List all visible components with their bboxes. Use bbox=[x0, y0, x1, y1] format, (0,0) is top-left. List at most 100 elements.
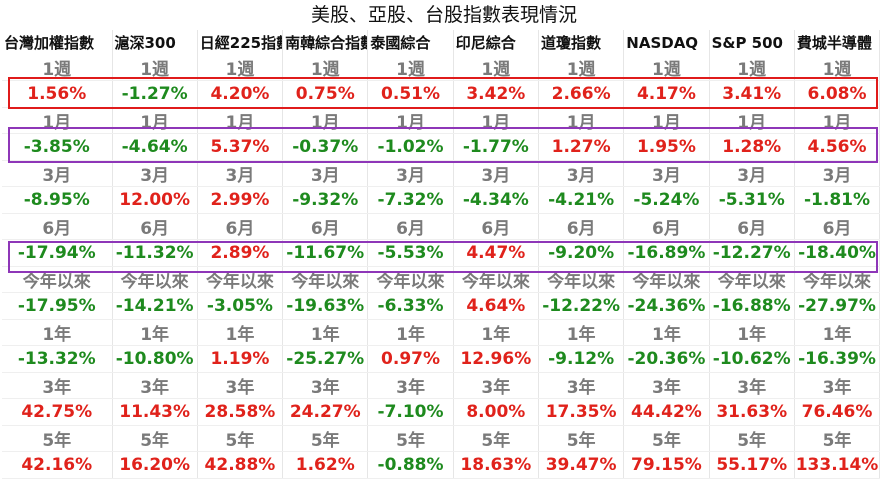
period-label: 6月 bbox=[2, 213, 113, 240]
value-cell: 44.42% bbox=[623, 398, 710, 426]
value-cell: 1.28% bbox=[709, 133, 795, 161]
period-label: 6月 bbox=[282, 213, 369, 240]
period-label: 1週 bbox=[282, 55, 369, 81]
value-cell: 76.46% bbox=[794, 398, 881, 426]
value-cell: 2.66% bbox=[538, 80, 625, 108]
period-label: 3月 bbox=[112, 160, 198, 187]
period-label: 今年以來 bbox=[709, 266, 795, 293]
period-label: 3月 bbox=[794, 160, 881, 187]
value-cell: 39.47% bbox=[538, 451, 625, 479]
period-label: 6月 bbox=[197, 213, 284, 240]
value-cell: 1.95% bbox=[623, 133, 710, 161]
value-row: -3.85% -4.64% 5.37% -0.37% -1.02% -1.77% 1.27%… bbox=[2, 133, 881, 161]
period-label: 1年 bbox=[282, 319, 369, 346]
value-cell: 42.75% bbox=[2, 398, 113, 426]
value-cell: -1.77% bbox=[453, 133, 539, 161]
column-header: 泰國綜合 bbox=[367, 30, 454, 55]
period-label: 1月 bbox=[197, 107, 284, 134]
period-label-row: 3月 3月 3月 3月 3月 3月 3月 3月 3月 3月 bbox=[2, 160, 881, 187]
table-body: 1週 1週 1週 1週 1週 1週 1週 1週 1週 1週 1.56% -1.27% 4.20% 0.75… bbox=[2, 55, 881, 479]
period-label: 1月 bbox=[794, 107, 881, 134]
value-cell: 0.51% bbox=[367, 80, 454, 108]
period-label: 3月 bbox=[623, 160, 710, 187]
value-cell: 4.20% bbox=[197, 80, 284, 108]
page-title: 美股、亞股、台股指數表現情況 bbox=[310, 4, 577, 26]
value-cell: -25.27% bbox=[282, 345, 369, 373]
period-label: 3年 bbox=[112, 372, 198, 399]
period-label: 5年 bbox=[112, 425, 198, 452]
value-cell: 18.63% bbox=[453, 451, 539, 479]
period-label: 1週 bbox=[2, 55, 113, 81]
period-label: 1週 bbox=[794, 55, 881, 81]
period-label-row: 6月 6月 6月 6月 6月 6月 6月 6月 6月 6月 bbox=[2, 213, 881, 240]
period-label: 1月 bbox=[538, 107, 625, 134]
value-cell: 1.62% bbox=[282, 451, 369, 479]
value-cell: -27.97% bbox=[794, 292, 881, 320]
value-cell: -11.67% bbox=[282, 239, 369, 267]
period-label: 6月 bbox=[367, 213, 454, 240]
period-label: 3年 bbox=[197, 372, 284, 399]
period-label: 5年 bbox=[197, 425, 284, 452]
period-label: 3月 bbox=[367, 160, 454, 187]
value-row: 42.16% 16.20% 42.88% 1.62% -0.88% 18.63% 39.47… bbox=[2, 451, 881, 479]
value-cell: -4.21% bbox=[538, 186, 625, 214]
value-cell: -17.95% bbox=[2, 292, 113, 320]
period-label: 3年 bbox=[794, 372, 881, 399]
value-cell: -1.81% bbox=[794, 186, 881, 214]
period-label: 1年 bbox=[367, 319, 454, 346]
value-cell: -5.53% bbox=[367, 239, 454, 267]
value-row: -8.95% 12.00% 2.99% -9.32% -7.32% -4.34% -4.21… bbox=[2, 186, 881, 214]
value-cell: -4.34% bbox=[453, 186, 539, 214]
value-cell: 24.27% bbox=[282, 398, 369, 426]
value-cell: -4.64% bbox=[112, 133, 198, 161]
value-cell: -9.32% bbox=[282, 186, 369, 214]
period-label: 今年以來 bbox=[282, 266, 369, 293]
period-label: 今年以來 bbox=[197, 266, 284, 293]
value-cell: -16.39% bbox=[794, 345, 881, 373]
period-label-row: 5年 5年 5年 5年 5年 5年 5年 5年 5年 5年 bbox=[2, 425, 881, 452]
value-cell: -5.24% bbox=[623, 186, 710, 214]
period-label: 3年 bbox=[709, 372, 795, 399]
period-label: 1週 bbox=[367, 55, 454, 81]
value-cell: 12.96% bbox=[453, 345, 539, 373]
value-cell: 1.56% bbox=[2, 80, 113, 108]
value-cell: 42.88% bbox=[197, 451, 284, 479]
period-label: 5年 bbox=[794, 425, 881, 452]
value-row: -17.94% -11.32% 2.89% -11.67% -5.53% 4.47% -9.… bbox=[2, 239, 881, 267]
column-header: 台灣加權指數 bbox=[2, 30, 113, 55]
column-header: 費城半導體 bbox=[794, 30, 881, 55]
value-cell: -7.32% bbox=[367, 186, 454, 214]
value-cell: 4.56% bbox=[794, 133, 881, 161]
value-cell: -5.31% bbox=[709, 186, 795, 214]
period-label-row: 3年 3年 3年 3年 3年 3年 3年 3年 3年 3年 bbox=[2, 372, 881, 399]
period-label: 6月 bbox=[112, 213, 198, 240]
value-cell: 12.00% bbox=[112, 186, 198, 214]
value-cell: -1.27% bbox=[112, 80, 198, 108]
value-cell: -3.85% bbox=[2, 133, 113, 161]
period-label: 1年 bbox=[538, 319, 625, 346]
period-label: 1週 bbox=[709, 55, 795, 81]
value-cell: 31.63% bbox=[709, 398, 795, 426]
period-label: 6月 bbox=[623, 213, 710, 240]
value-cell: 1.19% bbox=[197, 345, 284, 373]
value-cell: -0.88% bbox=[367, 451, 454, 479]
column-header: NASDAQ bbox=[623, 30, 710, 55]
value-cell: -10.62% bbox=[709, 345, 795, 373]
value-cell: 11.43% bbox=[112, 398, 198, 426]
period-label-row: 1月 1月 1月 1月 1月 1月 1月 1月 1月 1月 bbox=[2, 107, 881, 134]
header-row: 台灣加權指數 滬深300 日經225指數 南韓綜合指數 泰國綜合 印尼綜合 道瓊… bbox=[2, 30, 881, 55]
value-cell: 3.42% bbox=[453, 80, 539, 108]
value-cell: -11.32% bbox=[112, 239, 198, 267]
value-cell: 16.20% bbox=[112, 451, 198, 479]
value-cell: -18.40% bbox=[794, 239, 881, 267]
period-label: 1年 bbox=[794, 319, 881, 346]
value-cell: 0.75% bbox=[282, 80, 369, 108]
period-label: 5年 bbox=[282, 425, 369, 452]
value-cell: 79.15% bbox=[623, 451, 710, 479]
period-label: 5年 bbox=[2, 425, 113, 452]
period-label: 3月 bbox=[197, 160, 284, 187]
period-label: 5年 bbox=[453, 425, 539, 452]
value-row: 42.75% 11.43% 28.58% 24.27% -7.10% 8.00% 17.35… bbox=[2, 398, 881, 426]
period-label: 3年 bbox=[623, 372, 710, 399]
value-cell: -14.21% bbox=[112, 292, 198, 320]
